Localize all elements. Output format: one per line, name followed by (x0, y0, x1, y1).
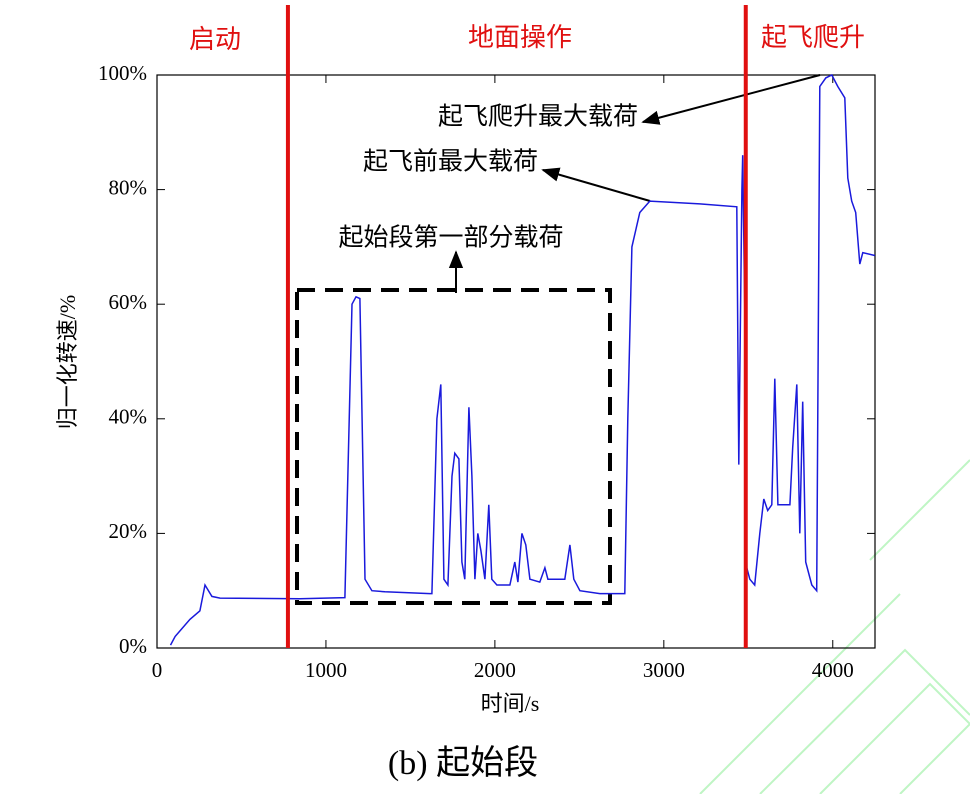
phase-label: 启动 (189, 25, 241, 54)
annotation: 起飞爬升最大载荷 (438, 103, 638, 131)
plot-frame (156, 74, 876, 649)
x-tick-label: 4000 (812, 658, 854, 682)
x-tick-label: 2000 (474, 658, 516, 682)
x-axis-label: 时间/s (481, 691, 540, 716)
x-tick-label: 1000 (305, 658, 347, 682)
x-tick-label: 3000 (643, 658, 685, 682)
y-tick-label: 40% (109, 405, 148, 429)
y-tick-label: 80% (109, 175, 148, 199)
y-axis-label: 归一化转速/% (55, 295, 80, 429)
caption: (b) 起始段 (388, 744, 538, 782)
data-line (169, 74, 875, 646)
phase-label: 起飞爬升 (761, 23, 865, 52)
annotation-arrow (541, 167, 651, 202)
y-tick-label: 20% (109, 519, 148, 543)
annotation: 起始段第一部分载荷 (338, 224, 563, 252)
phase-label: 地面操作 (468, 23, 572, 52)
y-tick-label: 100% (98, 61, 147, 85)
x-tick-label: 0 (152, 658, 163, 682)
watermark-lines (699, 459, 970, 794)
dashed-box (295, 288, 612, 605)
watermark (699, 459, 970, 794)
annotation-arrow (641, 74, 821, 125)
y-tick-label: 0% (119, 634, 147, 658)
annotation: 起飞前最大载荷 (363, 148, 538, 176)
y-tick-label: 60% (109, 290, 148, 314)
